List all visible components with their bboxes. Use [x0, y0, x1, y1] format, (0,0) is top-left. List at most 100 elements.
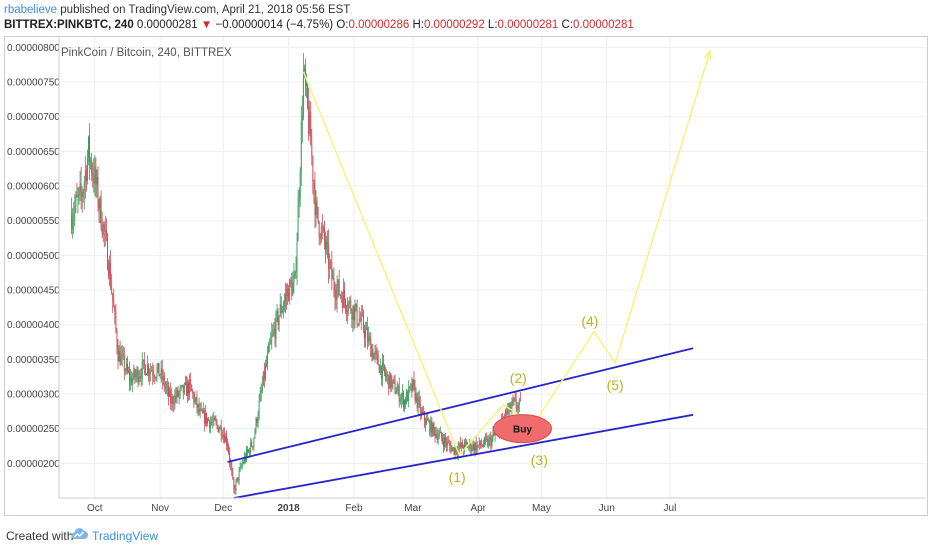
publish-line: rbabelieve published on TradingView.com,…: [4, 4, 350, 16]
candle-body: [127, 363, 128, 371]
author-link[interactable]: rbabelieve: [4, 4, 58, 16]
candle-body: [252, 446, 254, 448]
candle-body: [259, 392, 261, 402]
candle-body: [379, 365, 381, 373]
candle-body: [472, 443, 474, 449]
candle-body: [435, 434, 437, 437]
candle-body: [451, 448, 453, 452]
candle-body: [85, 170, 87, 181]
candle-body: [258, 401, 260, 416]
candle-body: [217, 425, 219, 432]
candle-body: [513, 398, 515, 402]
candle-body: [463, 447, 464, 450]
symbol-label[interactable]: BITTREX:PINKBTC, 240: [4, 19, 134, 31]
candle-body: [438, 433, 440, 437]
candle-body: [307, 83, 309, 106]
candle-body: [341, 297, 343, 308]
candle-body: [137, 369, 139, 382]
candle-body: [279, 304, 281, 316]
open-label: O:: [336, 19, 349, 31]
footer: Created with TradingView: [6, 524, 926, 546]
candle-body: [398, 385, 400, 402]
x-tick-label: Feb: [345, 503, 363, 514]
candle-body: [382, 362, 384, 366]
candle-body: [301, 116, 303, 121]
tradingview-cloud-icon[interactable]: [70, 527, 88, 541]
candle-body: [84, 170, 86, 182]
candle-body: [337, 279, 339, 288]
candle-body: [286, 294, 287, 297]
trend-lines[interactable]: [227, 347, 694, 499]
candle-body: [249, 450, 251, 454]
candle-body: [194, 398, 196, 403]
candle-body: [386, 375, 388, 377]
candle-body: [401, 392, 403, 397]
candle-body: [181, 384, 183, 387]
candle-body: [295, 271, 297, 273]
candle-body: [213, 417, 215, 422]
candle-body: [481, 445, 483, 447]
candle-body: [468, 446, 470, 448]
candle-body: [165, 387, 167, 388]
candle-body: [289, 280, 291, 302]
candle-body: [236, 477, 238, 482]
lower-channel-line[interactable]: [233, 413, 694, 499]
candle-body: [360, 313, 362, 321]
candle-body: [224, 436, 226, 443]
candle-body: [71, 213, 73, 230]
candle-body: [195, 397, 197, 399]
candle-body: [232, 471, 234, 479]
candle-body: [239, 466, 241, 471]
candle-body: [365, 329, 366, 338]
candle-body: [253, 437, 255, 447]
candle-body: [282, 306, 284, 310]
candle-body: [294, 271, 296, 276]
tradingview-brand-link[interactable]: TradingView: [92, 529, 159, 543]
candle-body: [389, 373, 391, 389]
candle-body: [292, 282, 294, 296]
candle-body: [412, 379, 414, 392]
candle-body: [368, 336, 370, 342]
candle-body: [132, 378, 134, 385]
buy-zone-ellipse[interactable]: [492, 414, 552, 444]
candle-body: [335, 297, 337, 300]
candle-body: [136, 369, 138, 375]
candle-body: [446, 441, 448, 446]
candle-body: [370, 338, 372, 357]
candle-body: [395, 393, 397, 395]
candle-body: [465, 441, 467, 443]
candle-body: [162, 376, 164, 380]
candle-body: [448, 441, 450, 443]
candle-body: [385, 372, 386, 377]
upper-channel-line[interactable]: [227, 347, 694, 463]
candle-body: [108, 268, 109, 276]
candle-body: [326, 242, 327, 250]
candle-body: [263, 371, 265, 379]
candle-body: [390, 373, 392, 388]
candle-body: [489, 437, 491, 440]
y-tick-label: 0.00000650: [7, 147, 60, 158]
candle-body: [404, 400, 405, 407]
candle-body: [411, 384, 413, 392]
candle-body: [192, 390, 194, 394]
candle-body: [425, 420, 427, 425]
candle-body: [507, 410, 509, 415]
candle-body: [222, 434, 224, 438]
candle-body: [299, 172, 301, 199]
annotation-labels: Buy (1) (2) (3) (4) (5): [449, 313, 624, 485]
candle-body: [477, 444, 479, 446]
candle-body: [371, 349, 373, 357]
price-chart[interactable]: Buy(1)(2)(3)(4)(5) 0.000008000.000007500…: [4, 36, 928, 516]
buy-zone-label: Buy: [513, 425, 532, 436]
candle-body: [121, 354, 123, 356]
candle-body: [291, 283, 293, 296]
candle-body: [95, 166, 97, 185]
candle-body: [209, 420, 211, 428]
candle-body: [164, 386, 166, 388]
candle-body: [314, 188, 316, 216]
candle-body: [393, 379, 395, 381]
candle-body: [267, 353, 269, 364]
candle-body: [416, 393, 418, 408]
candle-body: [470, 442, 472, 451]
candle-body: [414, 384, 416, 401]
